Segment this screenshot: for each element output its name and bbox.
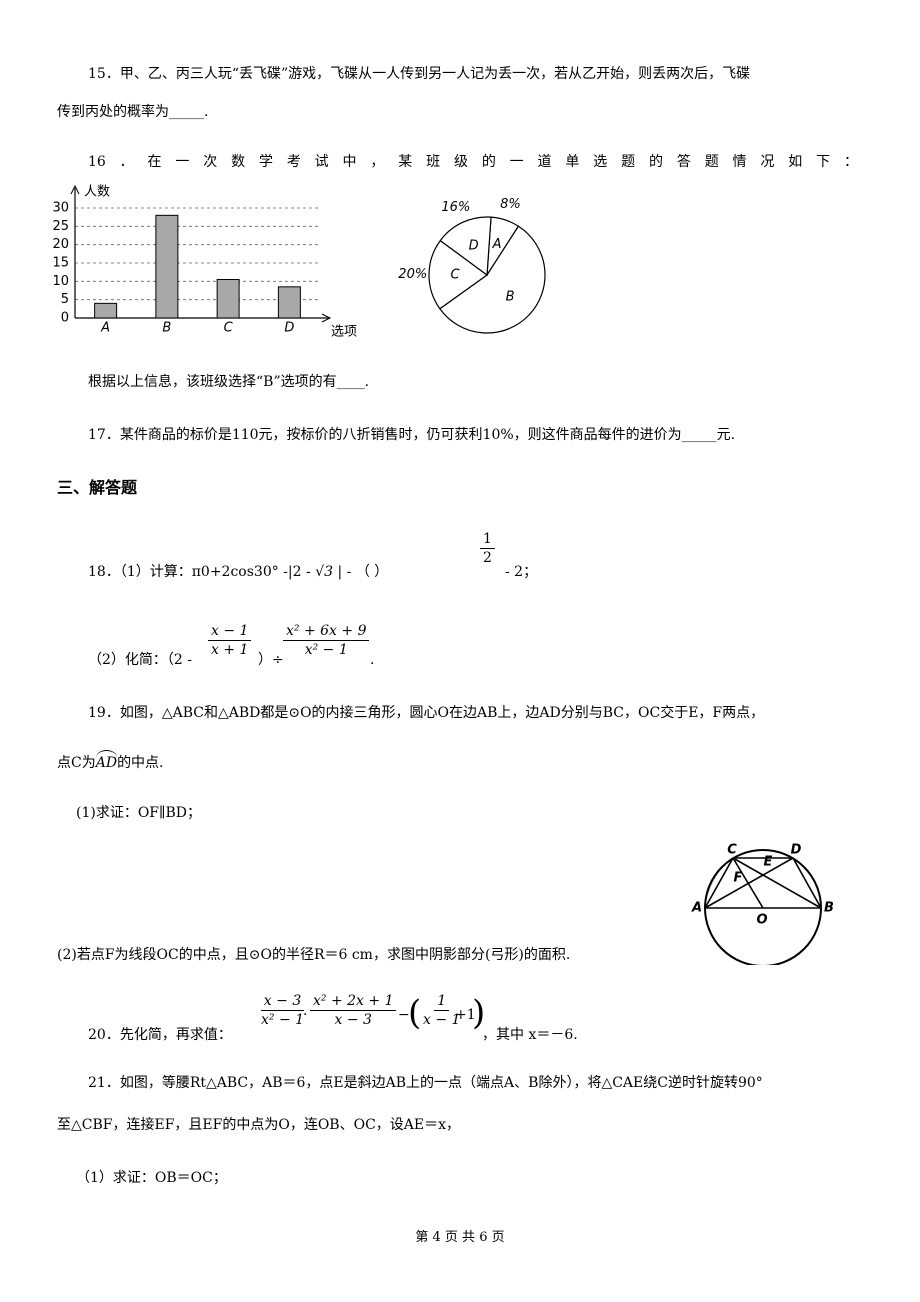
text: 18．（1）计算：π0+2cos30° -|2 - (88, 564, 311, 580)
q18-text: . (370, 652, 375, 668)
text: 的中点. (117, 755, 164, 771)
denominator: x² − 1 (261, 1012, 305, 1028)
fraction: x − 3 x² − 1 (258, 992, 307, 1029)
x-tick-label: C (224, 321, 234, 336)
y-tick-label: 15 (52, 256, 69, 271)
q15-line: 15．甲、乙、丙三人玩“丢飞碟”游戏，飞碟从一人传到另一人记为丢一次，若从乙开始… (88, 66, 751, 82)
numerator: x − 1 (208, 622, 252, 641)
lines (704, 857, 822, 909)
x-tick-label: D (284, 321, 294, 336)
q19-part: (2)若点F为线段OC的中点，且⊙O的半径R＝6 cm，求图中阴影部分(弓形)的… (57, 947, 571, 963)
pie-slice (428, 239, 489, 310)
q16-after: 根据以上信息，该班级选择“B”选项的有____. (88, 374, 370, 390)
denominator: x + 1 (211, 642, 249, 658)
slice-label: B (506, 289, 515, 304)
percent-label: 8% (500, 197, 521, 212)
paren: ( (408, 993, 422, 1033)
numerator: x − 3 (260, 992, 305, 1011)
y-tick-label: 10 (52, 274, 69, 289)
denominator: x² − 1 (304, 642, 348, 658)
q19-line: 点C为AD的中点. (57, 750, 164, 773)
slice-label: A (492, 237, 502, 252)
x-tick-label: A (100, 321, 110, 336)
percent-label: 16% (441, 200, 470, 215)
point-label: D (791, 843, 802, 858)
point-label: F (734, 871, 743, 886)
q18-text: - 2； (505, 564, 538, 580)
q16-text: 16．在一次数学考试中，某班级的一道单选题的答题情况如下： (88, 154, 858, 170)
point-label: A (691, 901, 702, 916)
q21-line: 至△CBF，连接EF，且EF的中点为O，连OB、OC，设AE＝x， (57, 1117, 461, 1133)
bar (155, 214, 179, 319)
pie-slice (439, 216, 492, 277)
point-label: B (824, 901, 834, 916)
q20-text: ，其中 x＝－6. (482, 1027, 578, 1043)
q21-part: （1）求证：OB＝OC； (76, 1170, 227, 1186)
bar (277, 286, 301, 319)
paren: ) (472, 993, 486, 1033)
q18-text: 18．（1）计算：π0+2cos30° -|2 - √3 | - （ ） (88, 562, 388, 582)
point-label: C (727, 843, 737, 858)
denominator: x − 1 (423, 1012, 461, 1028)
x-tick-label: B (162, 321, 171, 336)
q17-text: 17．某件商品的标价是110元，按标价的八折销售时，仍可获利10%，则这件商品每… (88, 427, 736, 443)
y-arrow (70, 184, 80, 195)
y-axis-label: 人数 (84, 185, 110, 200)
y-tick-label: 0 (61, 311, 69, 326)
q19-part: (1)求证：OF∥BD； (76, 805, 202, 821)
pie-slice (439, 225, 546, 334)
q19-line: 19．如图，△ABC和△ABD都是⊙O的内接三角形，圆心O在边AB上，边AD分别… (88, 705, 765, 721)
footer: 第 4 页 共 6 页 (415, 1230, 505, 1245)
operator: − (398, 1007, 410, 1023)
arc-label: AD (95, 750, 118, 773)
percent-label: 20% (398, 267, 427, 282)
geometry-figure: C E D F A O B (691, 843, 834, 965)
q18-text: ）÷ (258, 652, 284, 668)
denominator: 2 (483, 550, 492, 566)
numerator: 1 (480, 530, 495, 549)
y-tick-label: 5 (61, 292, 69, 307)
text: | - （ ） (337, 564, 389, 580)
y-tick-label: 20 (52, 237, 69, 252)
x-axis-label: 选项 (331, 325, 357, 340)
section-title: 三、解答题 (57, 478, 138, 497)
point-label: O (756, 913, 767, 928)
slice-label: C (451, 267, 461, 282)
point-labels: C E D F A O B (691, 843, 834, 928)
y-tick-label: 30 (52, 201, 69, 216)
numerator: x² + 2x + 1 (310, 992, 397, 1011)
point-label: E (764, 855, 773, 870)
text: 点C为 (57, 755, 96, 771)
operator: · (303, 1007, 308, 1023)
q21-line: 21．如图，等腰Rt△ABC，AB＝6，点E是斜边AB上的一点（端点A、B除外）… (88, 1075, 763, 1091)
operator: +1 (455, 1007, 476, 1023)
numerator: x² + 6x + 9 (283, 622, 370, 641)
y-tick-label: 25 (52, 219, 69, 234)
sqrt: √3 (315, 564, 334, 580)
slice-label: D (469, 239, 479, 254)
q18-text: （2）化简：（2 - (88, 652, 192, 668)
numerator: 1 (434, 992, 450, 1011)
fraction: x² + 6x + 9 x² − 1 (283, 622, 370, 659)
q20-text: 20．先化简，再求值： (88, 1027, 232, 1043)
q15-line: 传到丙处的概率为_____. (57, 104, 209, 120)
bar (94, 302, 118, 319)
denominator: x − 3 (334, 1012, 372, 1028)
x-arrow (321, 313, 332, 323)
bar (216, 279, 240, 319)
pie-chart: A 8% B C 20% D 16% (398, 197, 546, 334)
